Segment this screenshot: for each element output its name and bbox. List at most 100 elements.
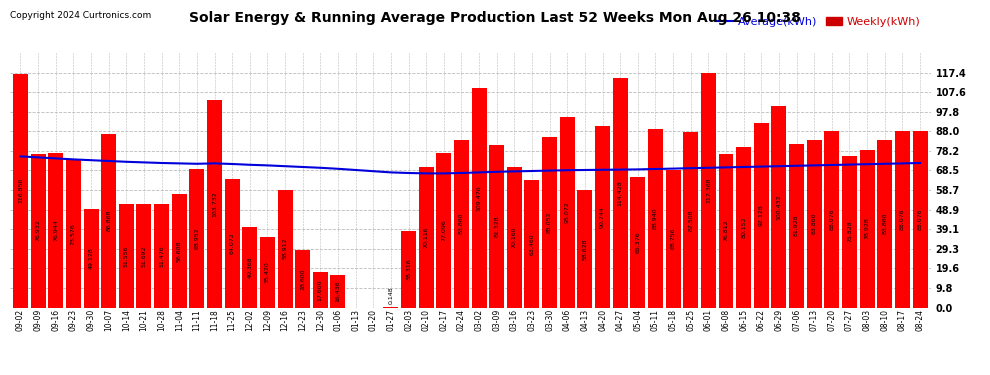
Text: 76.932: 76.932 <box>36 220 41 242</box>
Bar <box>137 204 151 308</box>
Bar <box>753 123 769 308</box>
Text: 100.432: 100.432 <box>776 194 781 220</box>
Text: 76.944: 76.944 <box>53 219 58 242</box>
Text: 0.148: 0.148 <box>388 287 393 304</box>
Text: 56.608: 56.608 <box>177 240 182 261</box>
Text: 65.376: 65.376 <box>636 231 641 253</box>
Bar <box>842 156 857 308</box>
Text: 81.328: 81.328 <box>494 215 499 237</box>
Text: 85.052: 85.052 <box>547 211 552 233</box>
Bar <box>437 153 451 308</box>
Text: 68.756: 68.756 <box>670 228 675 249</box>
Text: 58.912: 58.912 <box>282 238 287 260</box>
Text: 77.096: 77.096 <box>442 219 446 241</box>
Text: Copyright 2024 Curtronics.com: Copyright 2024 Curtronics.com <box>10 11 151 20</box>
Text: 88.076: 88.076 <box>900 209 905 230</box>
Text: 49.128: 49.128 <box>88 248 93 269</box>
Text: 109.476: 109.476 <box>476 185 481 211</box>
Bar <box>83 209 99 308</box>
Text: 81.928: 81.928 <box>794 215 799 236</box>
Text: 83.860: 83.860 <box>459 213 464 234</box>
Bar <box>207 100 222 308</box>
Text: 78.928: 78.928 <box>864 217 869 239</box>
Bar <box>119 204 134 308</box>
Text: 88.940: 88.940 <box>653 208 658 229</box>
Bar <box>825 131 840 308</box>
Text: 68.952: 68.952 <box>194 228 199 249</box>
Bar <box>631 177 645 308</box>
Bar <box>807 140 822 308</box>
Text: 76.812: 76.812 <box>724 220 729 242</box>
Bar <box>401 231 416 308</box>
Text: 92.128: 92.128 <box>758 204 763 226</box>
Text: 51.476: 51.476 <box>159 245 164 267</box>
Bar <box>13 74 28 308</box>
Bar <box>719 154 734 308</box>
Text: 90.744: 90.744 <box>600 206 605 228</box>
Bar <box>489 145 504 308</box>
Bar <box>471 88 486 308</box>
Bar <box>559 117 575 308</box>
Bar <box>225 179 240 308</box>
Bar <box>171 194 187 308</box>
Bar <box>877 140 892 308</box>
Bar <box>454 140 469 308</box>
Text: 117.368: 117.368 <box>706 177 711 203</box>
Bar <box>31 153 46 308</box>
Bar <box>895 131 910 308</box>
Bar <box>613 78 628 308</box>
Text: 38.316: 38.316 <box>406 258 411 280</box>
Text: 114.428: 114.428 <box>618 180 623 206</box>
Bar <box>525 180 540 308</box>
Bar <box>419 167 434 308</box>
Text: 51.556: 51.556 <box>124 245 129 267</box>
Bar <box>66 160 81 308</box>
Text: 40.368: 40.368 <box>248 256 252 278</box>
Bar <box>243 227 257 308</box>
Bar <box>737 147 751 308</box>
Text: 88.076: 88.076 <box>918 209 923 230</box>
Text: 83.860: 83.860 <box>882 213 887 234</box>
Text: 86.868: 86.868 <box>106 210 111 231</box>
Text: 28.600: 28.600 <box>300 268 305 290</box>
Text: 70.160: 70.160 <box>512 226 517 248</box>
Bar <box>507 167 522 308</box>
Bar <box>260 237 275 308</box>
Text: 80.152: 80.152 <box>742 216 746 238</box>
Text: 70.116: 70.116 <box>424 226 429 248</box>
Text: 88.076: 88.076 <box>830 209 835 230</box>
Bar <box>577 190 592 308</box>
Bar <box>647 129 663 308</box>
Bar <box>665 170 680 308</box>
Text: 73.576: 73.576 <box>71 223 76 245</box>
Bar <box>295 250 310 307</box>
Text: 16.436: 16.436 <box>336 280 341 302</box>
Bar <box>154 204 169 308</box>
Text: 116.856: 116.856 <box>18 178 23 203</box>
Text: 17.600: 17.600 <box>318 279 323 301</box>
Bar <box>331 274 346 308</box>
Bar <box>771 106 786 308</box>
Bar <box>101 134 116 308</box>
Legend: Average(kWh), Weekly(kWh): Average(kWh), Weekly(kWh) <box>712 12 925 31</box>
Text: 103.732: 103.732 <box>212 191 217 216</box>
Text: 83.860: 83.860 <box>812 213 817 234</box>
Text: 58.628: 58.628 <box>582 238 587 260</box>
Text: Solar Energy & Running Average Production Last 52 Weeks Mon Aug 26 10:38: Solar Energy & Running Average Productio… <box>189 11 801 25</box>
Text: 95.072: 95.072 <box>564 201 570 223</box>
Bar <box>543 137 557 308</box>
Bar <box>913 131 928 308</box>
Bar <box>859 150 874 308</box>
Bar <box>595 126 610 308</box>
Bar <box>789 144 804 308</box>
Bar <box>49 153 63 308</box>
Bar <box>313 272 328 308</box>
Bar <box>189 170 204 308</box>
Bar <box>701 73 716 308</box>
Text: 87.508: 87.508 <box>688 209 693 231</box>
Text: 51.692: 51.692 <box>142 245 147 267</box>
Text: 64.072: 64.072 <box>230 232 235 254</box>
Text: 63.460: 63.460 <box>530 233 535 255</box>
Bar <box>277 190 293 308</box>
Text: 75.828: 75.828 <box>847 221 852 242</box>
